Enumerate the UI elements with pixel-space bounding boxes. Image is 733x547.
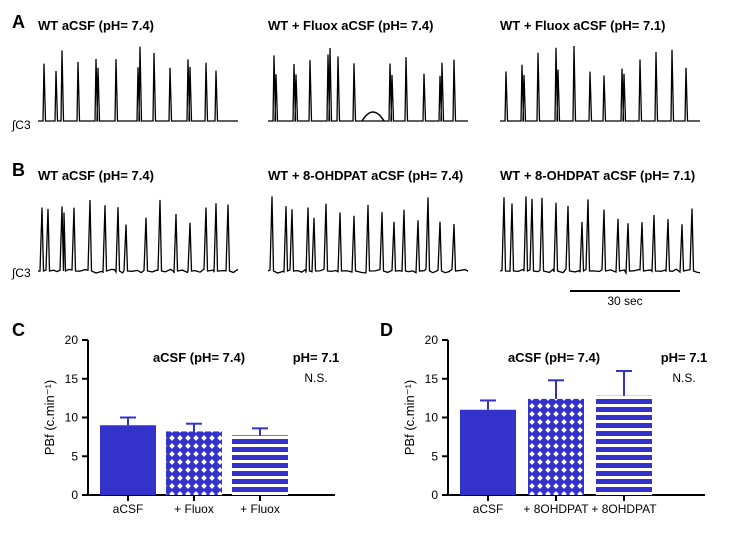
trace-panel: WT aCSF (pH= 7.4): [38, 22, 238, 117]
svg-text:20: 20: [425, 333, 439, 347]
svg-text:15: 15: [65, 372, 79, 386]
panel-label-d: D: [380, 320, 393, 341]
trace-title: WT + Fluox aCSF (pH= 7.1): [500, 18, 665, 33]
bar-chart-d: 0 5 10 15 20 PBf (c.min⁻¹) aCSF + 8OHDPAT+ 8OHD…: [400, 330, 710, 525]
time-scalebar-label: 30 sec: [570, 294, 680, 308]
svg-text:5: 5: [71, 449, 78, 463]
time-scalebar: 30 sec: [570, 288, 690, 306]
trace-title: WT aCSF (pH= 7.4): [38, 18, 154, 33]
svg-text:5: 5: [431, 449, 438, 463]
svg-text:0: 0: [431, 488, 438, 502]
svg-text:0: 0: [71, 488, 78, 502]
integrated-c3-label-a: ∫C3: [12, 118, 31, 132]
svg-text:pH= 7.1: pH= 7.1: [661, 350, 708, 365]
svg-text:aCSF: aCSF: [113, 502, 144, 516]
bar: [100, 425, 156, 495]
svg-text:PBf (c.min⁻¹): PBf (c.min⁻¹): [402, 380, 417, 455]
integrated-c3-label-b: ∫C3: [12, 266, 31, 280]
svg-text:20: 20: [65, 333, 79, 347]
svg-text:aCSF: aCSF: [473, 502, 504, 516]
trace-title: WT + 8-OHDPAT aCSF (pH= 7.1): [500, 168, 695, 183]
svg-text:pH= 7.1: pH= 7.1: [293, 350, 340, 365]
svg-text:10: 10: [425, 411, 439, 425]
trace-title: WT + 8-OHDPAT aCSF (pH= 7.4): [268, 168, 463, 183]
panel-label-b: B: [12, 160, 25, 181]
panel-label-c: C: [12, 320, 25, 341]
svg-text:PBf (c.min⁻¹): PBf (c.min⁻¹): [42, 380, 57, 455]
trace-panel: WT + Fluox aCSF (pH= 7.1): [500, 22, 700, 117]
trace-title: WT + Fluox aCSF (pH= 7.4): [268, 18, 433, 33]
svg-text:+ Fluox: + Fluox: [174, 502, 214, 516]
svg-text:15: 15: [425, 372, 439, 386]
panel-label-a: A: [12, 12, 25, 33]
svg-text:aCSF (pH= 7.4): aCSF (pH= 7.4): [508, 350, 600, 365]
svg-text:+ Fluox: + Fluox: [240, 502, 280, 516]
trace-panel: WT aCSF (pH= 7.4): [38, 172, 238, 267]
svg-text:N.S.: N.S.: [304, 371, 327, 385]
svg-text:N.S.: N.S.: [672, 371, 695, 385]
svg-text:aCSF (pH= 7.4): aCSF (pH= 7.4): [153, 350, 245, 365]
trace-title: WT aCSF (pH= 7.4): [38, 168, 154, 183]
bar: [460, 410, 516, 495]
trace-panel: WT + 8-OHDPAT aCSF (pH= 7.4): [268, 172, 468, 267]
trace-panel: WT + Fluox aCSF (pH= 7.4): [268, 22, 468, 117]
bar: [166, 431, 222, 495]
bar: [232, 435, 288, 495]
svg-text:+ 8OHDPAT: + 8OHDPAT: [523, 502, 589, 516]
bar-chart-c: 0 5 10 15 20 PBf (c.min⁻¹) aCSF + Fluox + Fluox a…: [40, 330, 340, 525]
bar: [596, 396, 652, 495]
bar: [528, 399, 584, 495]
svg-text:+ 8OHDPAT: + 8OHDPAT: [591, 502, 657, 516]
svg-text:10: 10: [65, 411, 79, 425]
trace-panel: WT + 8-OHDPAT aCSF (pH= 7.1): [500, 172, 700, 267]
